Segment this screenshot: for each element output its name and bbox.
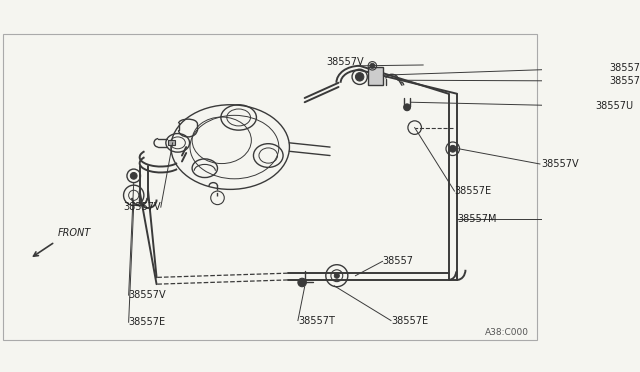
Text: 38557V: 38557V (541, 159, 579, 169)
Circle shape (334, 273, 339, 278)
Circle shape (131, 173, 137, 179)
Bar (368, 67, 383, 85)
Circle shape (449, 145, 456, 152)
Text: 38557H: 38557H (609, 62, 640, 73)
Text: 38557U: 38557U (596, 102, 634, 112)
Circle shape (370, 63, 375, 68)
Text: 38557E: 38557E (454, 186, 492, 196)
Circle shape (404, 104, 410, 111)
Text: 38557V: 38557V (123, 202, 161, 212)
Text: A38:C000: A38:C000 (485, 328, 529, 337)
Text: 38557E: 38557E (391, 315, 428, 326)
Circle shape (355, 73, 364, 81)
Circle shape (298, 278, 307, 287)
Text: 38557R: 38557R (609, 76, 640, 86)
Text: 38557M: 38557M (457, 214, 497, 224)
Bar (168, 140, 175, 145)
Text: 38557: 38557 (383, 256, 413, 266)
Text: FRONT: FRONT (58, 228, 91, 238)
Text: 38557V: 38557V (326, 57, 364, 67)
Text: 38557T: 38557T (298, 315, 335, 326)
Text: 38557V: 38557V (129, 290, 166, 300)
Text: 38557E: 38557E (129, 317, 166, 327)
